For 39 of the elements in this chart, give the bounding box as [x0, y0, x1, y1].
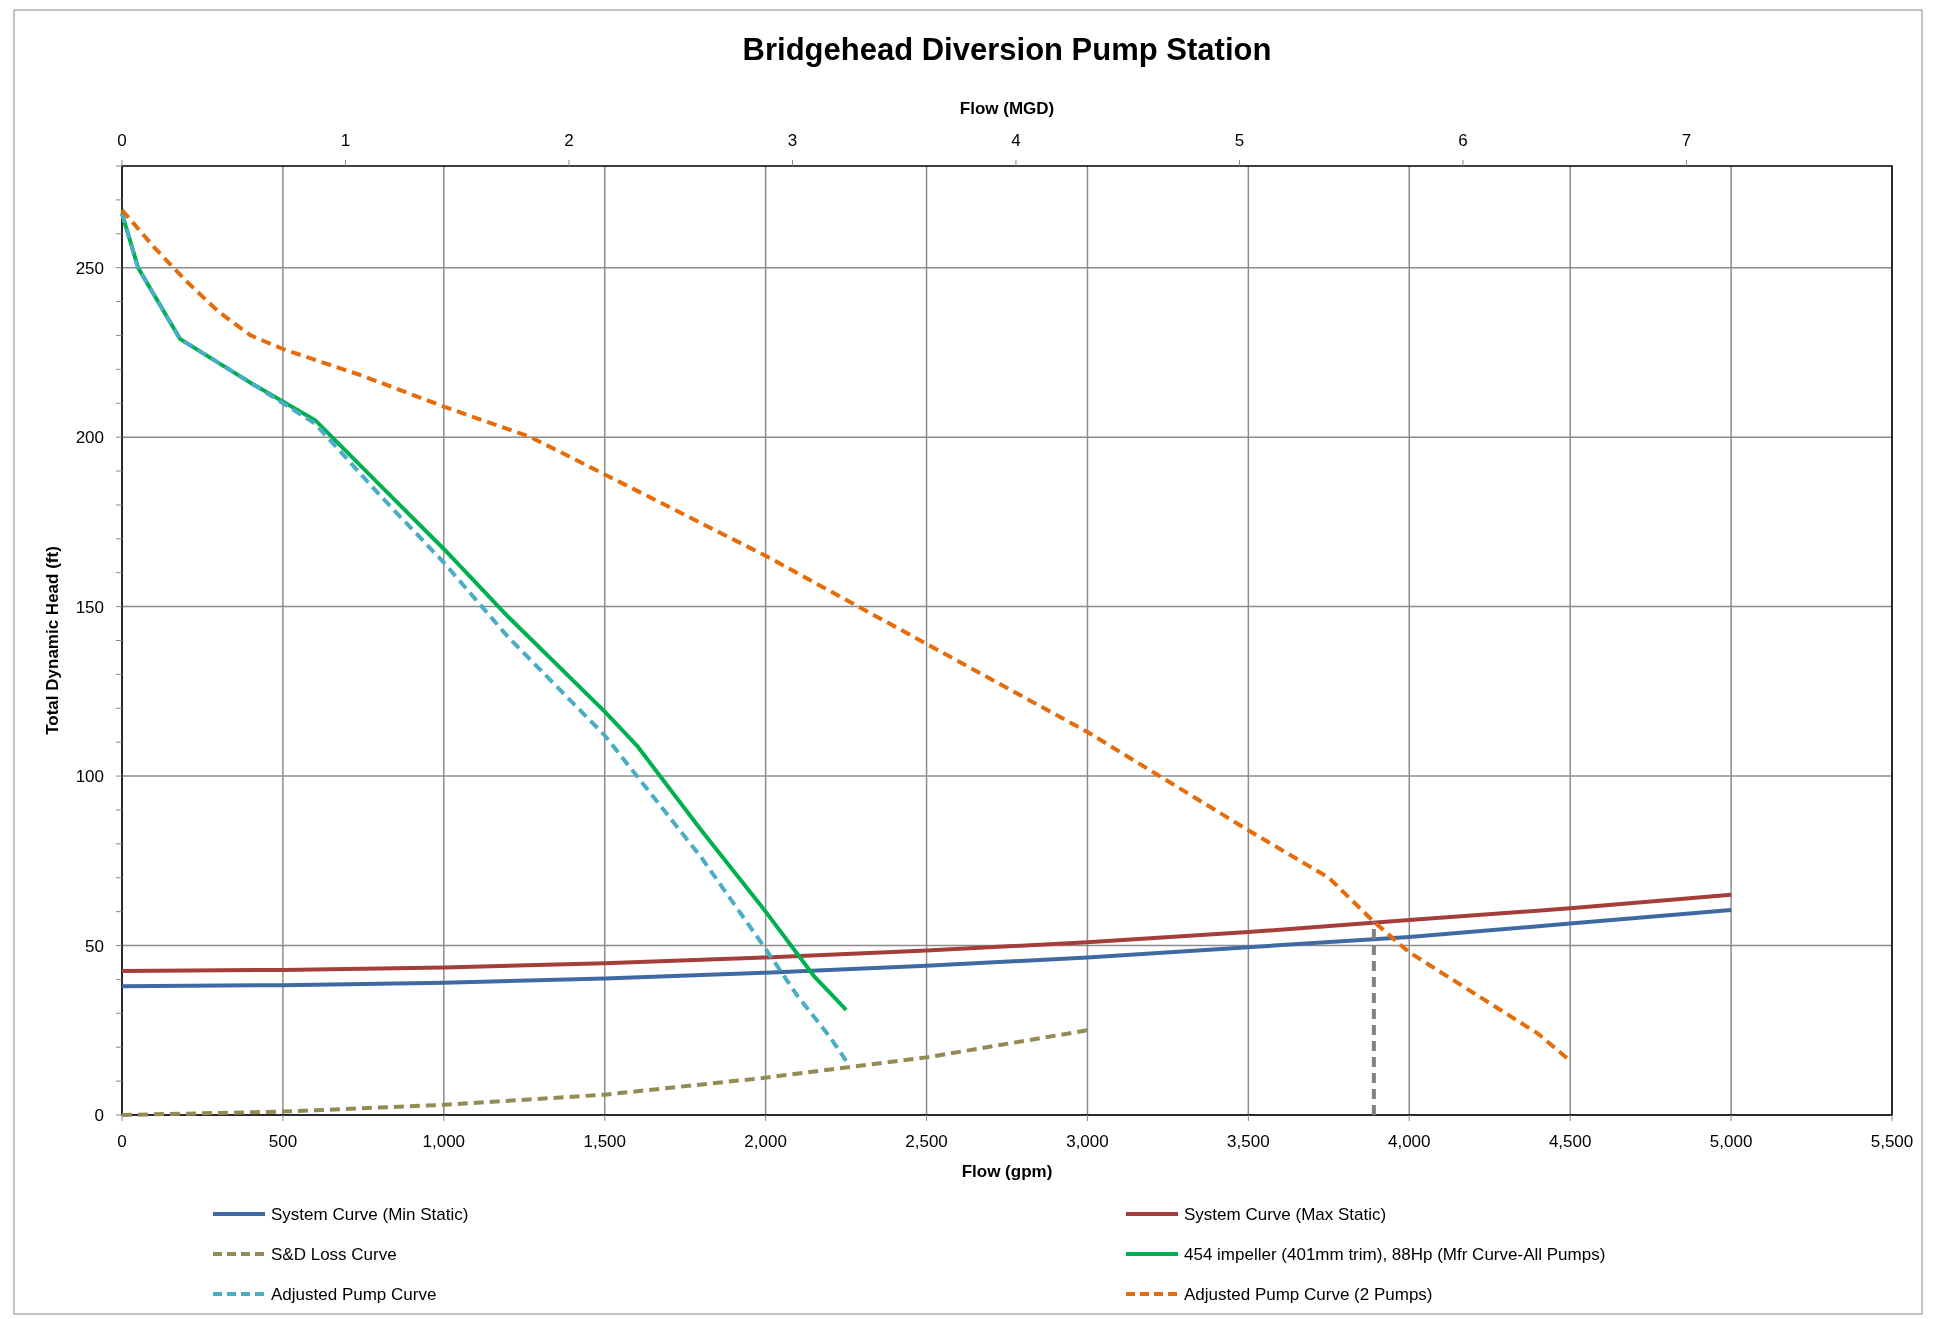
y-tick-label: 50: [85, 936, 104, 956]
legend-label: S&D Loss Curve: [271, 1245, 397, 1264]
x-tick-label: 3,500: [1227, 1132, 1270, 1151]
legend-label: Adjusted Pump Curve: [271, 1285, 437, 1304]
line-series: [120, 892, 1734, 973]
y-tick-label: 100: [75, 767, 104, 787]
x-tick-label: 0: [117, 1132, 127, 1151]
x-tick-label: 2,500: [905, 1132, 948, 1151]
legend-label: 454 impeller (401mm trim), 88Hp (Mfr Curve-All Pumps): [1184, 1245, 1606, 1264]
x2-tick-label: 1: [340, 131, 351, 150]
x-axis-title: Flow (gpm): [961, 1162, 1053, 1181]
x2-tick-label: 0: [117, 131, 127, 150]
chart-title: Bridgehead Diversion Pump Station: [742, 32, 1272, 67]
legend-label: Adjusted Pump Curve (2 Pumps): [1184, 1285, 1433, 1304]
line-series: [120, 1028, 1090, 1117]
x2-tick-label: 4: [1011, 131, 1021, 150]
y-tick-label: 0: [94, 1106, 104, 1125]
line-series: [120, 907, 1734, 989]
y-tick-label: 150: [75, 597, 104, 617]
x-tick-label: 1,500: [583, 1132, 626, 1151]
x-tick-label: 3,000: [1066, 1132, 1109, 1151]
x2-axis-title: Flow (MGD): [959, 99, 1055, 118]
x-tick-label: 500: [268, 1132, 298, 1151]
x-tick-label: 5,000: [1709, 1132, 1753, 1151]
y-tick-label: 200: [75, 428, 104, 448]
y-axis-title: Total Dynamic Head (ft): [43, 546, 62, 735]
x-tick-label: 4,500: [1548, 1132, 1592, 1151]
x2-tick-label: 2: [564, 131, 574, 150]
legend-label: System Curve (Min Static): [271, 1205, 469, 1224]
y-tick-label: 250: [75, 258, 104, 278]
x2-tick-label: 3: [787, 131, 798, 150]
x-tick-label: 5,500: [1870, 1132, 1914, 1151]
x-tick-label: 2,000: [744, 1132, 787, 1151]
x2-tick-label: 5: [1234, 131, 1245, 150]
x-tick-label: 1,000: [422, 1132, 466, 1151]
x-tick-label: 4,000: [1388, 1132, 1431, 1151]
legend-label: System Curve (Max Static): [1184, 1205, 1387, 1224]
x2-tick-label: 7: [1681, 131, 1692, 150]
x2-tick-label: 6: [1458, 131, 1468, 150]
